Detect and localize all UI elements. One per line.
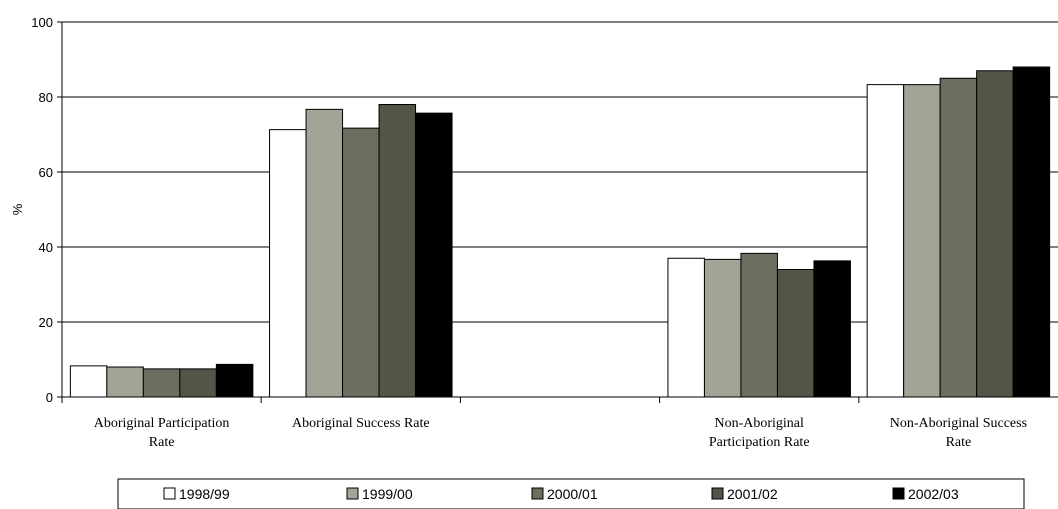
y-tick-labels: 0 20 40 60 80 100: [31, 15, 53, 405]
legend-label: 2000/01: [547, 486, 598, 502]
category-label: Aboriginal Success Rate: [292, 416, 430, 431]
bar: [976, 70, 1014, 398]
bar: [269, 129, 307, 398]
legend-label: 1998/99: [179, 486, 230, 502]
bar: [776, 269, 815, 398]
bar: [939, 77, 978, 398]
bar: [703, 258, 742, 398]
category-label: Rate: [946, 435, 972, 450]
y-tick-label: 80: [39, 90, 53, 105]
category-label: Participation Rate: [709, 435, 810, 450]
bar: [215, 363, 254, 398]
bar: [342, 127, 380, 398]
legend: 1998/99 1999/00 2000/01 2001/02 2002/03: [117, 478, 1025, 509]
y-tick-label: 0: [46, 390, 53, 405]
bar: [667, 257, 705, 398]
bar: [866, 84, 905, 398]
y-tick-label: 20: [39, 315, 53, 330]
category-label: Rate: [149, 435, 175, 450]
bar: [1012, 66, 1051, 398]
category-label: Non-Aboriginal: [714, 416, 804, 431]
bar: [69, 365, 108, 398]
legend-label: 1999/00: [362, 486, 413, 502]
category-labels: Aboriginal Participation Rate Aboriginal S…: [94, 416, 1027, 450]
bar: [142, 368, 181, 398]
bar: [903, 84, 941, 398]
legend-swatch: [163, 487, 176, 500]
legend-swatch: [346, 487, 359, 500]
bars: [69, 66, 1051, 398]
bar: [179, 368, 217, 398]
bar: [305, 108, 344, 398]
category-label: Non-Aboriginal Success: [890, 416, 1027, 431]
bar: [106, 366, 144, 398]
legend-swatch: [531, 487, 544, 500]
legend-swatch: [711, 487, 724, 500]
y-tick-label: 100: [31, 15, 53, 30]
axes: [57, 21, 1058, 403]
bar: [415, 112, 453, 398]
category-label: Aboriginal Participation: [94, 416, 230, 431]
y-axis-label: %: [10, 203, 25, 215]
bar: [378, 104, 417, 398]
legend-box: [117, 478, 1025, 509]
legend-label: 2001/02: [727, 486, 778, 502]
legend-swatch: [892, 487, 905, 500]
y-tick-label: 60: [39, 165, 53, 180]
bar: [740, 252, 778, 398]
bar: [813, 260, 851, 398]
y-tick-label: 40: [39, 240, 53, 255]
legend-label: 2002/03: [908, 486, 959, 502]
